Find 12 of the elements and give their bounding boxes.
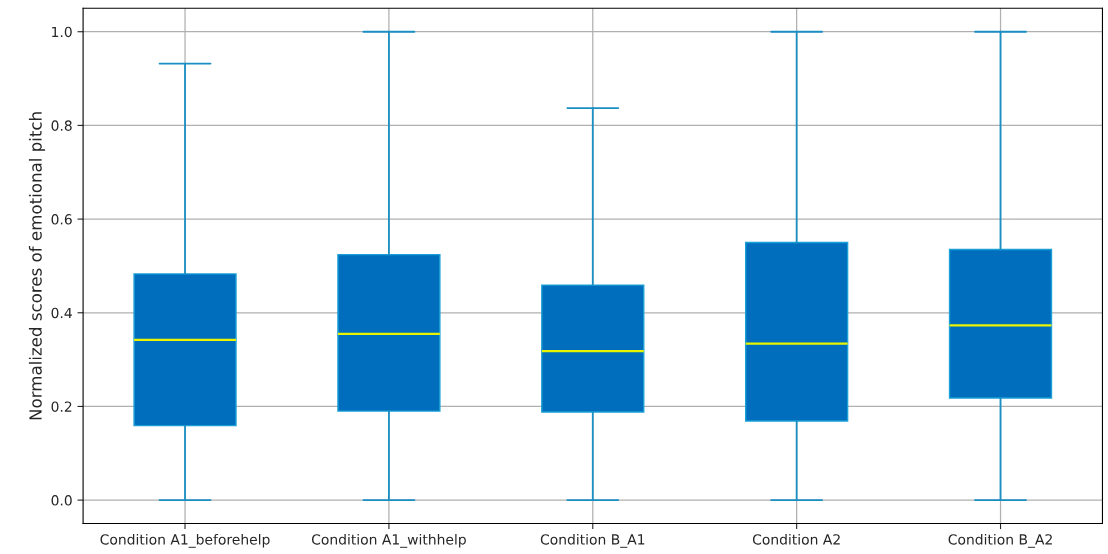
x-tick-label: Condition A1_beforehelp xyxy=(100,533,270,548)
y-tick-label: 0.8 xyxy=(51,120,72,131)
y-tick-label: 0.6 xyxy=(51,214,72,225)
y-tick-label: 1.0 xyxy=(52,26,72,38)
x-tick-label: Condition A2 xyxy=(752,533,840,545)
x-tick-label: Condition A1_withhelp xyxy=(311,533,466,548)
y-axis-title: Normalized scores of emotional pitch xyxy=(28,112,46,420)
y-tick-label: 0.4 xyxy=(51,307,72,319)
y-tick-label: 0.0 xyxy=(51,495,72,506)
y-tick-label: 0.2 xyxy=(51,401,72,412)
x-tick-label: Condition B_A1 xyxy=(540,533,645,548)
x-tick-label: Condition B_A2 xyxy=(948,533,1052,548)
